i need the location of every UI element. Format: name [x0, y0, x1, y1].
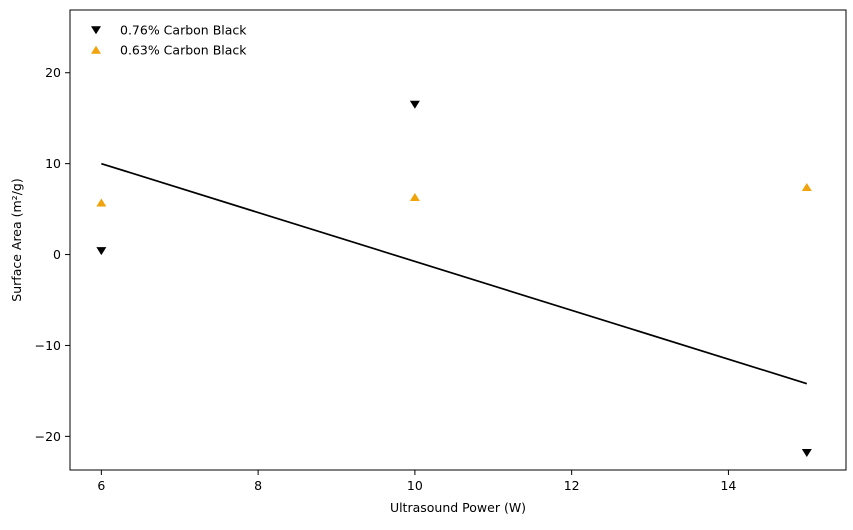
legend-label-series-2: 0.63% Carbon Black — [120, 43, 247, 58]
x-axis-label: Ultrasound Power (W) — [390, 500, 526, 515]
x-tick-label: 8 — [254, 478, 262, 493]
legend: 0.76% Carbon Black 0.63% Carbon Black — [91, 23, 247, 58]
y-axis-label: Surface Area (m²/g) — [9, 178, 24, 301]
y-tick-label: 0 — [53, 247, 61, 262]
y-tick-label: 10 — [45, 156, 61, 171]
legend-marker-series-1 — [91, 26, 101, 35]
fit-line — [101, 162, 808, 385]
fit-line-layer — [101, 162, 808, 385]
data-point-series-2 — [409, 193, 420, 202]
y-tick-label: −20 — [35, 429, 61, 444]
y-tick-label: 20 — [45, 65, 61, 80]
x-tick-label: 12 — [564, 478, 580, 493]
data-point-series-2 — [96, 198, 107, 207]
legend-label-series-1: 0.76% Carbon Black — [120, 23, 247, 38]
legend-marker-series-2 — [91, 45, 101, 54]
x-tick-label: 10 — [407, 478, 423, 493]
data-point-series-1 — [96, 247, 107, 256]
y-axis-ticks: −20 −10 0 10 20 — [35, 65, 70, 444]
data-point-series-1 — [801, 448, 812, 457]
marks-layer — [96, 100, 812, 457]
x-axis-ticks: 6 8 10 12 14 — [97, 470, 736, 493]
data-point-series-1 — [409, 100, 420, 109]
data-point-series-2 — [801, 183, 812, 192]
y-tick-label: −10 — [35, 338, 61, 353]
plot-area — [69, 9, 847, 471]
x-tick-label: 14 — [720, 478, 736, 493]
x-tick-label: 6 — [97, 478, 105, 493]
